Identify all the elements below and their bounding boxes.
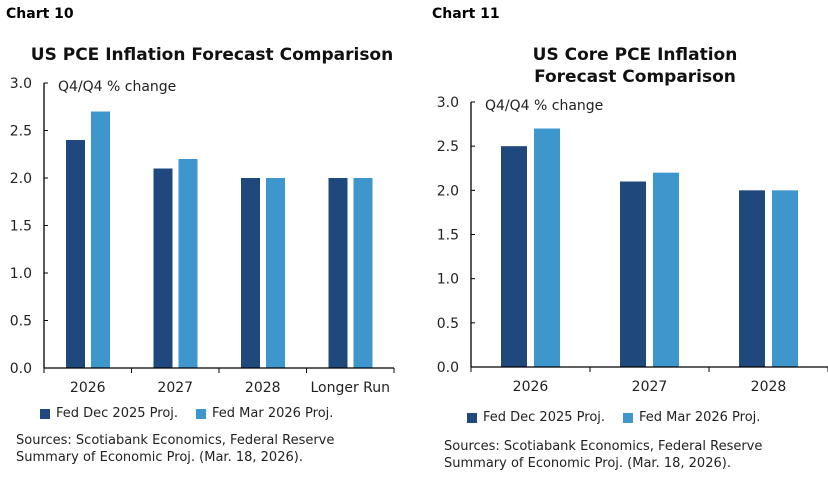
y-tick-label: 3.0: [437, 95, 459, 111]
legend-label: Fed Dec 2025 Proj.: [483, 410, 606, 425]
y-tick-label: 0.5: [10, 314, 32, 330]
bar-2027-series-1: [153, 168, 173, 368]
y-tick-label: 1.0: [437, 272, 459, 288]
legend-swatch-light: [196, 408, 207, 419]
x-tick-label: Longer Run: [310, 380, 390, 396]
x-tick-label: 2027: [157, 380, 193, 396]
chart11-source: Sources: Scotiabank Economics, Federal R…: [444, 438, 762, 472]
bar-longer-run-series-1: [328, 178, 348, 368]
bar-2028-series-1: [739, 190, 765, 367]
y-tick-label: 2.5: [437, 139, 459, 155]
x-tick-label: 2028: [751, 379, 787, 395]
bar-2028-series-2: [266, 178, 285, 368]
bar-2026-series-2: [91, 111, 110, 368]
y-tick-label: 2.0: [437, 183, 459, 199]
y-tick-label: 1.5: [437, 228, 459, 244]
y-tick-label: 0.0: [10, 361, 32, 377]
bar-2026-series-1: [501, 146, 527, 367]
chart10-label: Chart 10: [6, 6, 74, 22]
source-line: Summary of Economic Proj. (Mar. 18, 2026…: [16, 450, 303, 465]
legend-label: Fed Mar 2026 Proj.: [212, 406, 334, 421]
y-tick-label: 1.5: [10, 219, 32, 235]
chart10-legend: Fed Dec 2025 Proj. Fed Mar 2026 Proj.: [40, 406, 333, 421]
chart11-legend: Fed Dec 2025 Proj. Fed Mar 2026 Proj.: [467, 410, 760, 425]
y-axis-unit-label: Q4/Q4 % change: [485, 98, 603, 114]
chart11-label: Chart 11: [432, 6, 500, 22]
chart10-source: Sources: Scotiabank Economics, Federal R…: [16, 432, 334, 466]
chart10-title: US PCE Inflation Forecast Comparison: [30, 45, 394, 65]
bar-2026-series-2: [534, 128, 560, 367]
source-line: Sources: Scotiabank Economics, Federal R…: [444, 439, 763, 454]
bar-longer-run-series-2: [353, 178, 373, 368]
y-tick-label: 3.0: [10, 76, 32, 92]
source-line: Summary of Economic Proj. (Mar. 18, 2026…: [444, 456, 731, 471]
x-tick-label: 2028: [245, 380, 281, 396]
legend-swatch-dark: [40, 408, 50, 419]
x-tick-label: 2027: [632, 379, 668, 395]
x-tick-label: 2026: [513, 379, 549, 395]
bar-2027-series-2: [653, 172, 679, 367]
legend-label: Fed Mar 2026 Proj.: [639, 410, 761, 425]
source-line: Sources: Scotiabank Economics, Federal R…: [16, 433, 335, 448]
legend-swatch-light: [623, 412, 634, 423]
bar-2027-series-2: [178, 159, 198, 368]
chart11-title: US Core PCE Inflation Forecast Compariso…: [532, 45, 738, 87]
y-tick-label: 0.5: [437, 316, 459, 332]
y-tick-label: 2.5: [10, 124, 32, 140]
bar-2028-series-2: [772, 190, 798, 367]
legend-label: Fed Dec 2025 Proj.: [56, 406, 179, 421]
bar-2026-series-1: [66, 140, 85, 368]
x-tick-label: 2026: [70, 380, 106, 396]
y-tick-label: 2.0: [10, 171, 32, 187]
bar-2027-series-1: [620, 181, 646, 367]
y-axis-unit-label: Q4/Q4 % change: [58, 79, 176, 95]
y-tick-label: 0.0: [437, 360, 459, 376]
bar-2028-series-1: [241, 178, 260, 368]
legend-swatch-dark: [467, 412, 477, 423]
y-tick-label: 1.0: [10, 266, 32, 282]
